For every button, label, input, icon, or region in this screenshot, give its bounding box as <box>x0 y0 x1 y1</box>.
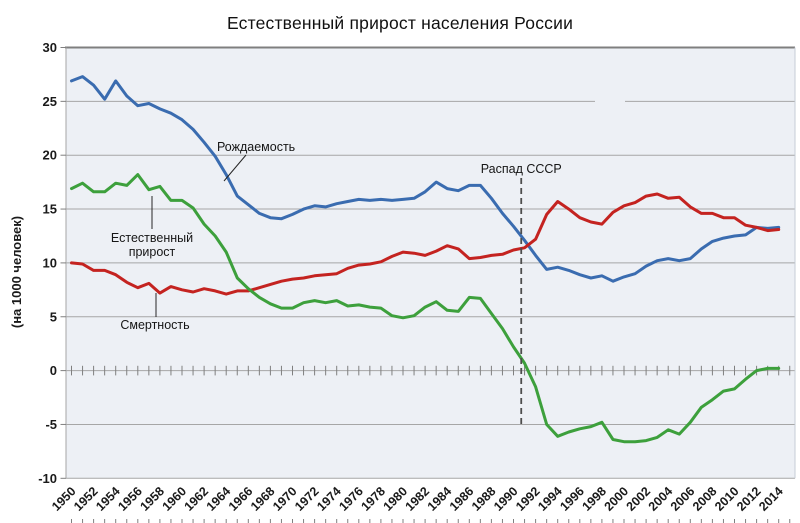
x-tick-label: 1986 <box>447 484 477 514</box>
x-tick-label: 1984 <box>425 484 455 514</box>
x-tick-label: 1964 <box>204 484 234 514</box>
death-rate-line <box>70 192 781 296</box>
y-tick-label: 15 <box>43 202 57 217</box>
y-tick-label: 5 <box>50 309 57 324</box>
y-tick-label: -5 <box>45 417 57 432</box>
x-tick-label: 1954 <box>93 484 123 514</box>
x-tick-label: 1974 <box>314 484 344 514</box>
x-tick-label: 1996 <box>557 484 587 514</box>
annotation-natural-increase-label: прирост <box>129 245 176 259</box>
x-tick-label: 1962 <box>182 484 212 514</box>
x-tick-label: 1950 <box>49 484 79 514</box>
x-tick-label: 1972 <box>292 484 322 514</box>
x-tick-label: 1958 <box>137 484 167 514</box>
y-tick-label: 20 <box>43 148 57 163</box>
y-tick-label: 0 <box>50 363 57 378</box>
y-tick-label: 30 <box>43 40 57 55</box>
x-tick-label: 1994 <box>535 484 565 514</box>
x-tick-label: 1968 <box>248 484 278 514</box>
annotation-natural-increase-label: Естественный <box>111 231 193 245</box>
x-tick-label: 1992 <box>513 484 543 514</box>
x-tick-label: 1966 <box>226 484 256 514</box>
gridline-gap <box>595 99 625 104</box>
x-tick-label: 1980 <box>381 484 411 514</box>
natural-increase-line <box>70 173 781 444</box>
x-tick-label: 1998 <box>579 484 609 514</box>
x-tick-label: 1976 <box>336 484 366 514</box>
birth-label-pointer <box>223 154 247 182</box>
chart-title: Естественный прирост населения России <box>226 13 574 33</box>
y-tick-label: 10 <box>43 255 57 270</box>
x-tick-label: 1978 <box>358 484 388 514</box>
x-tick-label: 2004 <box>646 484 676 514</box>
y-axis-title: (на 1000 человек) <box>9 216 24 328</box>
x-tick-label: 1990 <box>491 484 521 514</box>
y-tick-label: -10 <box>38 471 57 486</box>
x-tick-label: 2010 <box>712 484 742 514</box>
annotation-birth-label: Рождаемость <box>217 140 295 154</box>
x-tick-label: 2006 <box>668 484 698 514</box>
x-tick-label: 2002 <box>624 484 654 514</box>
x-tick-label: 1952 <box>71 484 101 514</box>
x-tick-label: 1988 <box>469 484 499 514</box>
x-tick-label: 1956 <box>115 484 145 514</box>
annotation-ussr-collapse-label: Распад СССР <box>481 162 562 176</box>
birth-rate-line <box>70 75 781 283</box>
x-tick-label: 2012 <box>734 484 764 514</box>
y-tick-label: 25 <box>43 94 57 109</box>
x-tick-label: 2000 <box>602 484 632 514</box>
x-tick-label: 1982 <box>403 484 433 514</box>
x-tick-label: 1960 <box>160 484 190 514</box>
x-tick-label: 1970 <box>270 484 300 514</box>
x-tick-label: 2008 <box>690 484 720 514</box>
annotation-death-label: Смертность <box>120 318 189 332</box>
x-tick-label: 2014 <box>756 484 786 514</box>
